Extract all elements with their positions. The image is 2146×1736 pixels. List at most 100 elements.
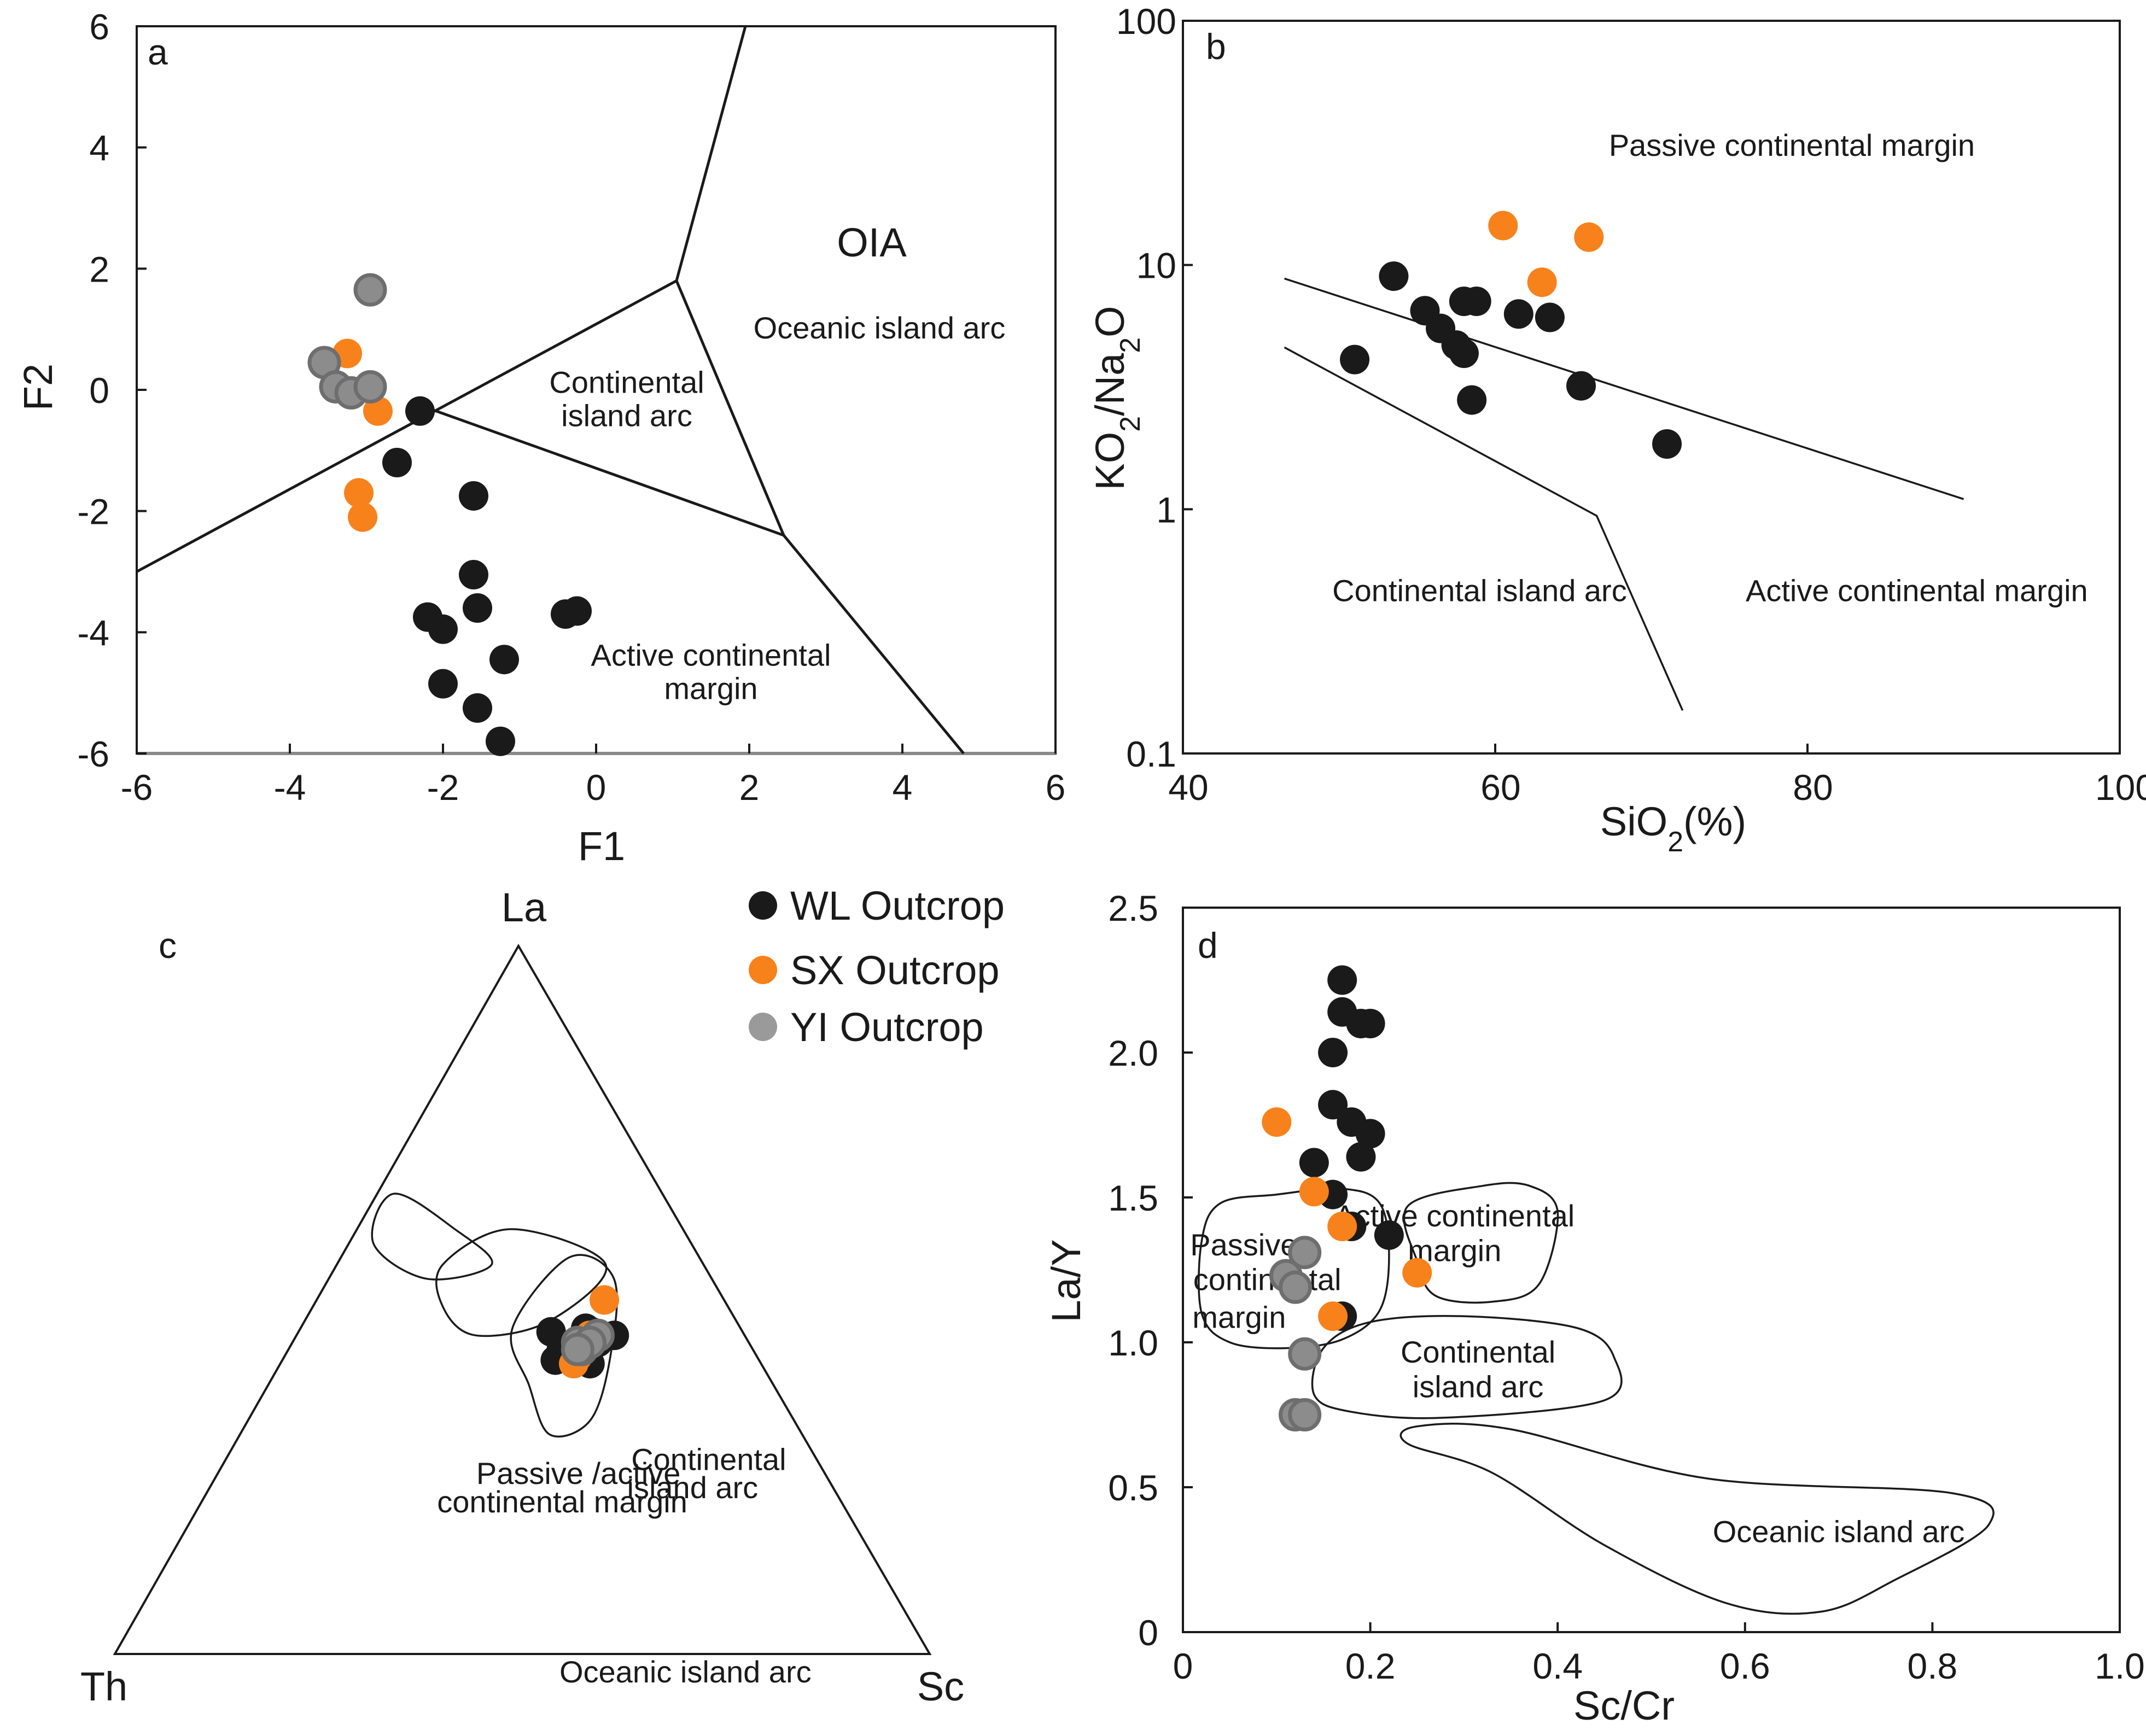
legend-marker-wl xyxy=(749,891,777,920)
a-point-wl xyxy=(428,614,458,644)
a-x-tick-label: 0 xyxy=(586,767,607,808)
a-point-sx xyxy=(344,478,374,508)
panel-d: 0 0.2 0.4 0.6 0.8 1.0 0 0.5 1.0 1.5 2.0 2.5 Sc/Cr La/… xyxy=(1043,888,2145,1728)
a-region-label: Active continental xyxy=(591,638,831,672)
legend-label-sx: SX Outcrop xyxy=(790,948,1000,993)
d-x-tick-label: 1.0 xyxy=(2095,1646,2145,1686)
c-apex-label-th: Th xyxy=(80,1664,127,1709)
b-point-wl xyxy=(1449,338,1479,369)
d-point-sx xyxy=(1318,1301,1348,1331)
d-point-wl xyxy=(1318,1090,1348,1120)
d-y-axis-label: La/Y xyxy=(1043,1239,1089,1322)
d-y-tick-label: 1.0 xyxy=(1108,1323,1158,1363)
d-point-yi xyxy=(1288,1236,1322,1270)
d-region-label: continental xyxy=(1193,1262,1342,1297)
a-point-yi xyxy=(353,370,387,404)
d-x-tick-label: 0.2 xyxy=(1345,1646,1396,1686)
d-x-axis-label: Sc/Cr xyxy=(1573,1683,1675,1728)
a-y-tick-label: -2 xyxy=(77,492,109,532)
b-field-boundary xyxy=(1284,277,1964,500)
panel-b-frame xyxy=(1182,20,2121,755)
b-point-wl xyxy=(1566,371,1596,401)
d-x-tick-label: 0.8 xyxy=(1908,1646,1958,1686)
a-y-axis-label: F2 xyxy=(15,364,61,411)
b-point-sx xyxy=(1488,211,1518,241)
a-point-yi xyxy=(353,273,387,307)
a-y-tick-label: -4 xyxy=(77,612,109,653)
d-region-label: Continental xyxy=(1401,1335,1555,1369)
b-x-axis-label: SiO2(%) xyxy=(1600,799,1746,857)
b-point-wl xyxy=(1457,385,1487,415)
c-point-yi xyxy=(561,1332,594,1366)
b-y-tick-label: 10 xyxy=(1136,246,1176,286)
b-point-wl xyxy=(1652,429,1682,459)
d-point-sx xyxy=(1402,1258,1432,1288)
c-apex-label-sc: Sc xyxy=(917,1664,964,1709)
c-region-label: Oceanic island arc xyxy=(559,1655,812,1689)
a-field-boundary xyxy=(783,534,965,755)
b-point-sx xyxy=(1574,222,1604,252)
d-x-tick-label: 0.6 xyxy=(1720,1646,1770,1686)
panel-c-label: c xyxy=(159,925,177,966)
a-region-label: island arc xyxy=(561,399,692,433)
a-y-tick-label: 0 xyxy=(89,370,109,411)
a-x-tick-label: -2 xyxy=(427,767,459,808)
panel-d-label: d xyxy=(1198,925,1218,966)
d-field-outline xyxy=(1311,1315,1623,1419)
b-y-axis-label: KO2/Na2O xyxy=(1087,306,1146,490)
b-point-wl xyxy=(1379,261,1409,291)
a-field-boundary xyxy=(427,406,784,537)
b-x-tick-label: 80 xyxy=(1793,767,1833,808)
d-point-sx xyxy=(1327,1212,1357,1241)
a-y-tick-label: 2 xyxy=(89,249,109,289)
a-x-axis-label: F1 xyxy=(578,823,625,869)
a-y-tick-label: -6 xyxy=(77,734,109,774)
a-x-tick-label: 6 xyxy=(1046,767,1066,808)
d-x-tick-label: 0.4 xyxy=(1532,1646,1583,1686)
legend-label-yi: YI Outcrop xyxy=(790,1004,984,1050)
a-point-wl xyxy=(463,593,492,623)
c-apex-label-la: La xyxy=(501,885,547,930)
d-point-wl xyxy=(1327,965,1357,995)
b-region-label: Active continental margin xyxy=(1746,574,2088,608)
d-y-tick-label: 0.5 xyxy=(1108,1468,1158,1508)
a-field-boundary xyxy=(136,279,678,573)
b-x-tick-label: 100 xyxy=(2095,767,2146,808)
b-y-tick-label: 100 xyxy=(1116,1,1176,42)
legend: WL Outcrop SX Outcrop YI Outcrop xyxy=(749,883,1005,1050)
d-point-yi xyxy=(1288,1337,1322,1371)
c-field-outline xyxy=(510,1254,618,1437)
d-point-wl xyxy=(1355,1119,1385,1149)
panel-b-label: b xyxy=(1206,26,1226,67)
a-region-label: margin xyxy=(664,671,757,705)
a-y-tick-label: 6 xyxy=(89,7,109,47)
c-region-label: Continental xyxy=(631,1442,786,1476)
c-region-label: island arc xyxy=(627,1470,759,1505)
b-point-wl xyxy=(1461,287,1491,317)
a-point-wl xyxy=(489,645,519,675)
d-point-sx xyxy=(1262,1107,1292,1137)
a-x-tick-label: 4 xyxy=(893,767,913,808)
d-point-wl xyxy=(1355,1009,1385,1038)
a-region-label: Continental xyxy=(549,365,704,400)
d-y-tick-label: 1.5 xyxy=(1108,1178,1158,1218)
d-point-yi xyxy=(1279,1270,1313,1304)
a-field-boundary xyxy=(675,280,785,536)
a-point-sx xyxy=(348,502,377,532)
a-x-tick-label: 2 xyxy=(739,767,760,808)
b-point-wl xyxy=(1535,302,1565,332)
a-x-tick-label: -4 xyxy=(274,767,306,808)
a-point-sx xyxy=(363,396,393,426)
b-x-tick-label: 40 xyxy=(1168,767,1208,808)
panel-b: 40 60 80 100 0.1 1 10 100 SiO2(%) KO2/Na2O Passive… xyxy=(1087,1,2146,857)
b-point-wl xyxy=(1340,344,1370,375)
d-region-label: island arc xyxy=(1413,1370,1544,1404)
d-point-yi xyxy=(1288,1398,1322,1431)
a-point-wl xyxy=(463,693,492,723)
c-region-label: continental margin xyxy=(437,1484,687,1519)
a-region-label: OIA xyxy=(837,220,907,265)
a-field-boundary xyxy=(675,26,747,282)
legend-marker-yi xyxy=(749,1013,777,1041)
c-ternary-triangle xyxy=(113,943,932,1655)
